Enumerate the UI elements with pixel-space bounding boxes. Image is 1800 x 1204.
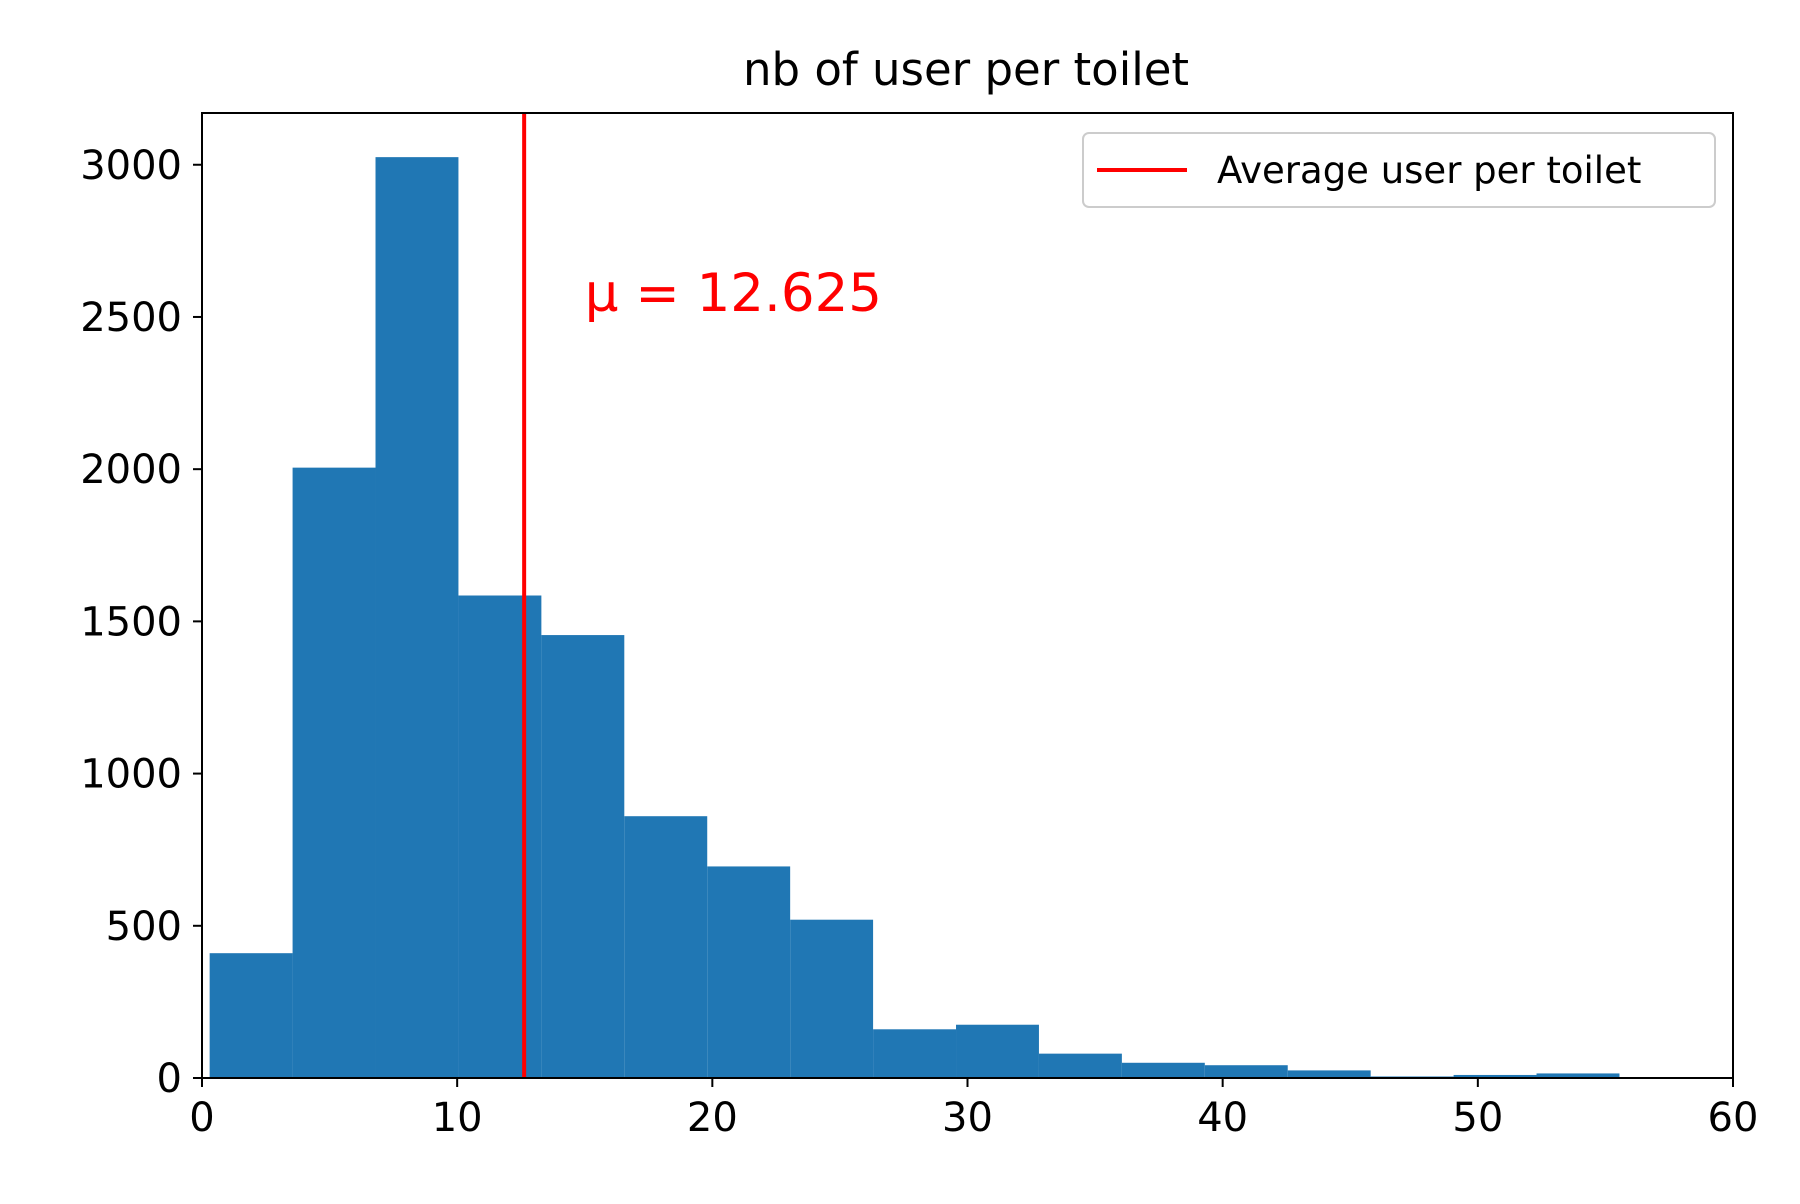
histogram-bar-5 xyxy=(624,816,708,1078)
x-tick-label-0: 0 xyxy=(189,1095,214,1141)
histogram-bar-2 xyxy=(375,157,459,1078)
y-tick-label-1: 500 xyxy=(106,904,182,950)
chart-title: nb of user per toilet xyxy=(743,43,1189,96)
x-tick-label-1: 10 xyxy=(432,1095,483,1141)
histogram-bar-13 xyxy=(1287,1070,1371,1078)
histogram-bar-8 xyxy=(873,1029,957,1078)
histogram-bar-1 xyxy=(292,467,376,1078)
histogram-bar-4 xyxy=(541,635,625,1078)
y-tick-label-4: 2000 xyxy=(80,447,182,493)
histogram-bar-3 xyxy=(458,595,542,1078)
y-tick-label-2: 1000 xyxy=(80,752,182,798)
x-tick-label-2: 20 xyxy=(687,1095,738,1141)
x-tick-label-4: 40 xyxy=(1197,1095,1248,1141)
y-tick-label-6: 3000 xyxy=(80,143,182,189)
histogram-bar-0 xyxy=(209,953,293,1078)
x-tick-label-6: 60 xyxy=(1708,1095,1759,1141)
histogram-bar-11 xyxy=(1121,1062,1205,1078)
bars-layer xyxy=(209,157,1703,1078)
mean-layer: μ = 12.625 xyxy=(522,113,882,1078)
x-tick-label-3: 30 xyxy=(942,1095,993,1141)
histogram-bar-6 xyxy=(707,866,791,1078)
y-tick-label-3: 1500 xyxy=(80,599,182,645)
legend-label: Average user per toilet xyxy=(1217,149,1641,192)
y-tick-label-5: 2500 xyxy=(80,295,182,341)
histogram-bar-16 xyxy=(1536,1073,1620,1078)
y-tick-label-0: 0 xyxy=(157,1056,182,1102)
histogram-bar-7 xyxy=(790,919,874,1078)
histogram-bar-15 xyxy=(1453,1074,1537,1078)
histogram-bar-9 xyxy=(956,1024,1039,1078)
legend: Average user per toilet xyxy=(1082,132,1716,208)
ticks-layer: 0 10 20 30 40 50 60 0 500 1000 1500 2000 2500 3000 xyxy=(80,143,1758,1141)
histogram-bar-10 xyxy=(1038,1053,1122,1078)
mean-annotation: μ = 12.625 xyxy=(585,263,882,324)
legend-box xyxy=(1082,132,1716,208)
x-tick-label-5: 50 xyxy=(1452,1095,1503,1141)
histogram-bar-12 xyxy=(1204,1065,1288,1078)
